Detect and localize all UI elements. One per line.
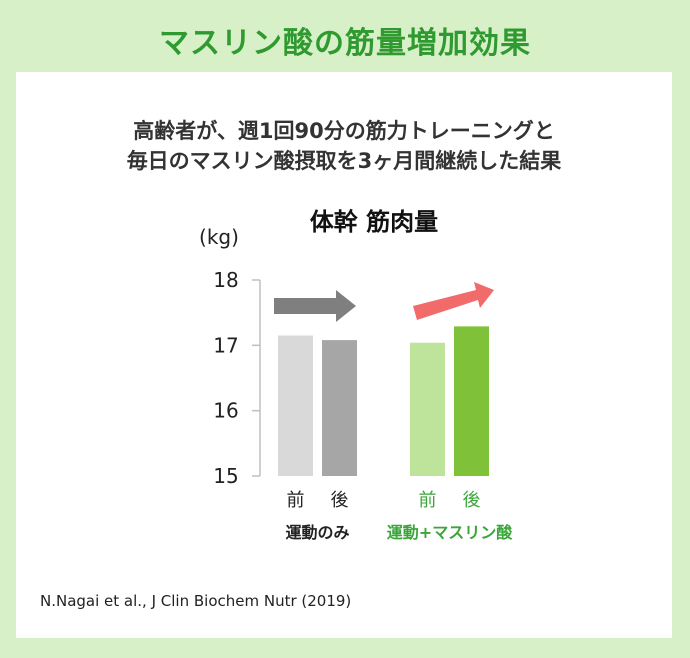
trend-arrow-flat [274,290,356,322]
subtitle-line-1: 高齢者が、週1回90分の筋力トレーニングと [133,119,555,143]
y-axis-unit-label: (kg) [199,225,239,249]
header-title: マスリン酸の筋量増加効果 [159,26,531,61]
bar-2-1 [410,342,445,476]
x-category-label: 前 [287,490,305,511]
citation: N.Nagai et al., J Clin Biochem Nutr (201… [40,592,352,610]
group-label: 運動のみ [285,523,349,542]
subtitle-line-2: 毎日のマスリン酸摂取を3ヶ月間継続した結果 [126,149,562,173]
bar-1-1 [278,335,313,476]
y-tick-label: 16 [213,399,238,423]
bar-2-2 [454,326,489,476]
subtitle: 高齢者が、週1回90分の筋力トレーニングと 毎日のマスリン酸摂取を3ヶ月間継続し… [16,116,672,176]
y-tick-label: 18 [213,268,238,292]
content-panel: 高齢者が、週1回90分の筋力トレーニングと 毎日のマスリン酸摂取を3ヶ月間継続し… [16,72,672,638]
y-tick-label: 17 [213,333,238,357]
x-category-label: 後 [331,490,349,511]
x-category-label: 前 [419,490,437,511]
group-label: 運動+マスリン酸 [387,523,513,542]
trend-arrow-up [413,282,494,320]
chart-title: 体幹 筋肉量 [310,208,438,236]
x-category-label: 後 [463,490,481,511]
y-tick-label: 15 [213,464,238,488]
bar-1-2 [322,340,357,476]
